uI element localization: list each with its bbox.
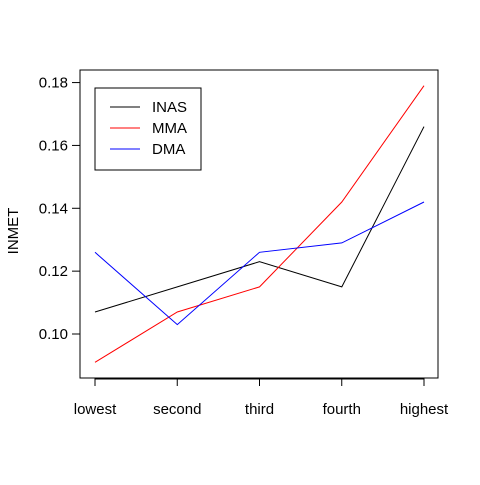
series-line-inas: [94, 126, 425, 313]
x-tick-label: third: [245, 401, 274, 418]
data-point-dma: [340, 241, 343, 244]
data-point-mma: [258, 285, 261, 288]
data-point-inas: [176, 285, 179, 288]
data-point-inas: [258, 260, 261, 263]
data-point-dma: [423, 201, 426, 204]
data-point-mma: [176, 311, 179, 314]
series-lines: [94, 84, 426, 364]
y-tick-label: 0.12: [39, 263, 68, 280]
series-line-mma: [94, 85, 425, 363]
data-point-dma: [94, 251, 97, 254]
data-point-mma: [340, 201, 343, 204]
legend-box: [94, 87, 202, 171]
data-point-inas: [94, 311, 97, 314]
axes: lowest second third fourth highest 0.10 0.12 0.…: [39, 69, 449, 418]
data-point-mma: [94, 361, 97, 364]
y-tick-label: 0.16: [39, 137, 68, 154]
data-point-dma: [176, 323, 179, 326]
x-tick-label: lowest: [74, 401, 117, 418]
y-tick-label: 0.10: [39, 326, 68, 343]
legend: INAS MMA DMA: [94, 87, 202, 171]
y-axis-label: INMET: [5, 208, 22, 255]
data-point-inas: [423, 125, 426, 128]
y-tick-label: 0.14: [39, 200, 68, 217]
legend-label-inas: INAS: [152, 99, 187, 116]
data-point-mma: [423, 84, 426, 87]
data-point-inas: [340, 285, 343, 288]
x-tick-label: highest: [400, 401, 449, 418]
x-tick-label: fourth: [323, 401, 361, 418]
y-tick-label: 0.18: [39, 75, 68, 92]
data-point-dma: [258, 251, 261, 254]
legend-label-dma: DMA: [152, 141, 185, 158]
legend-label-mma: MMA: [152, 120, 187, 137]
x-tick-label: second: [153, 401, 201, 418]
series-line-dma: [94, 201, 425, 326]
